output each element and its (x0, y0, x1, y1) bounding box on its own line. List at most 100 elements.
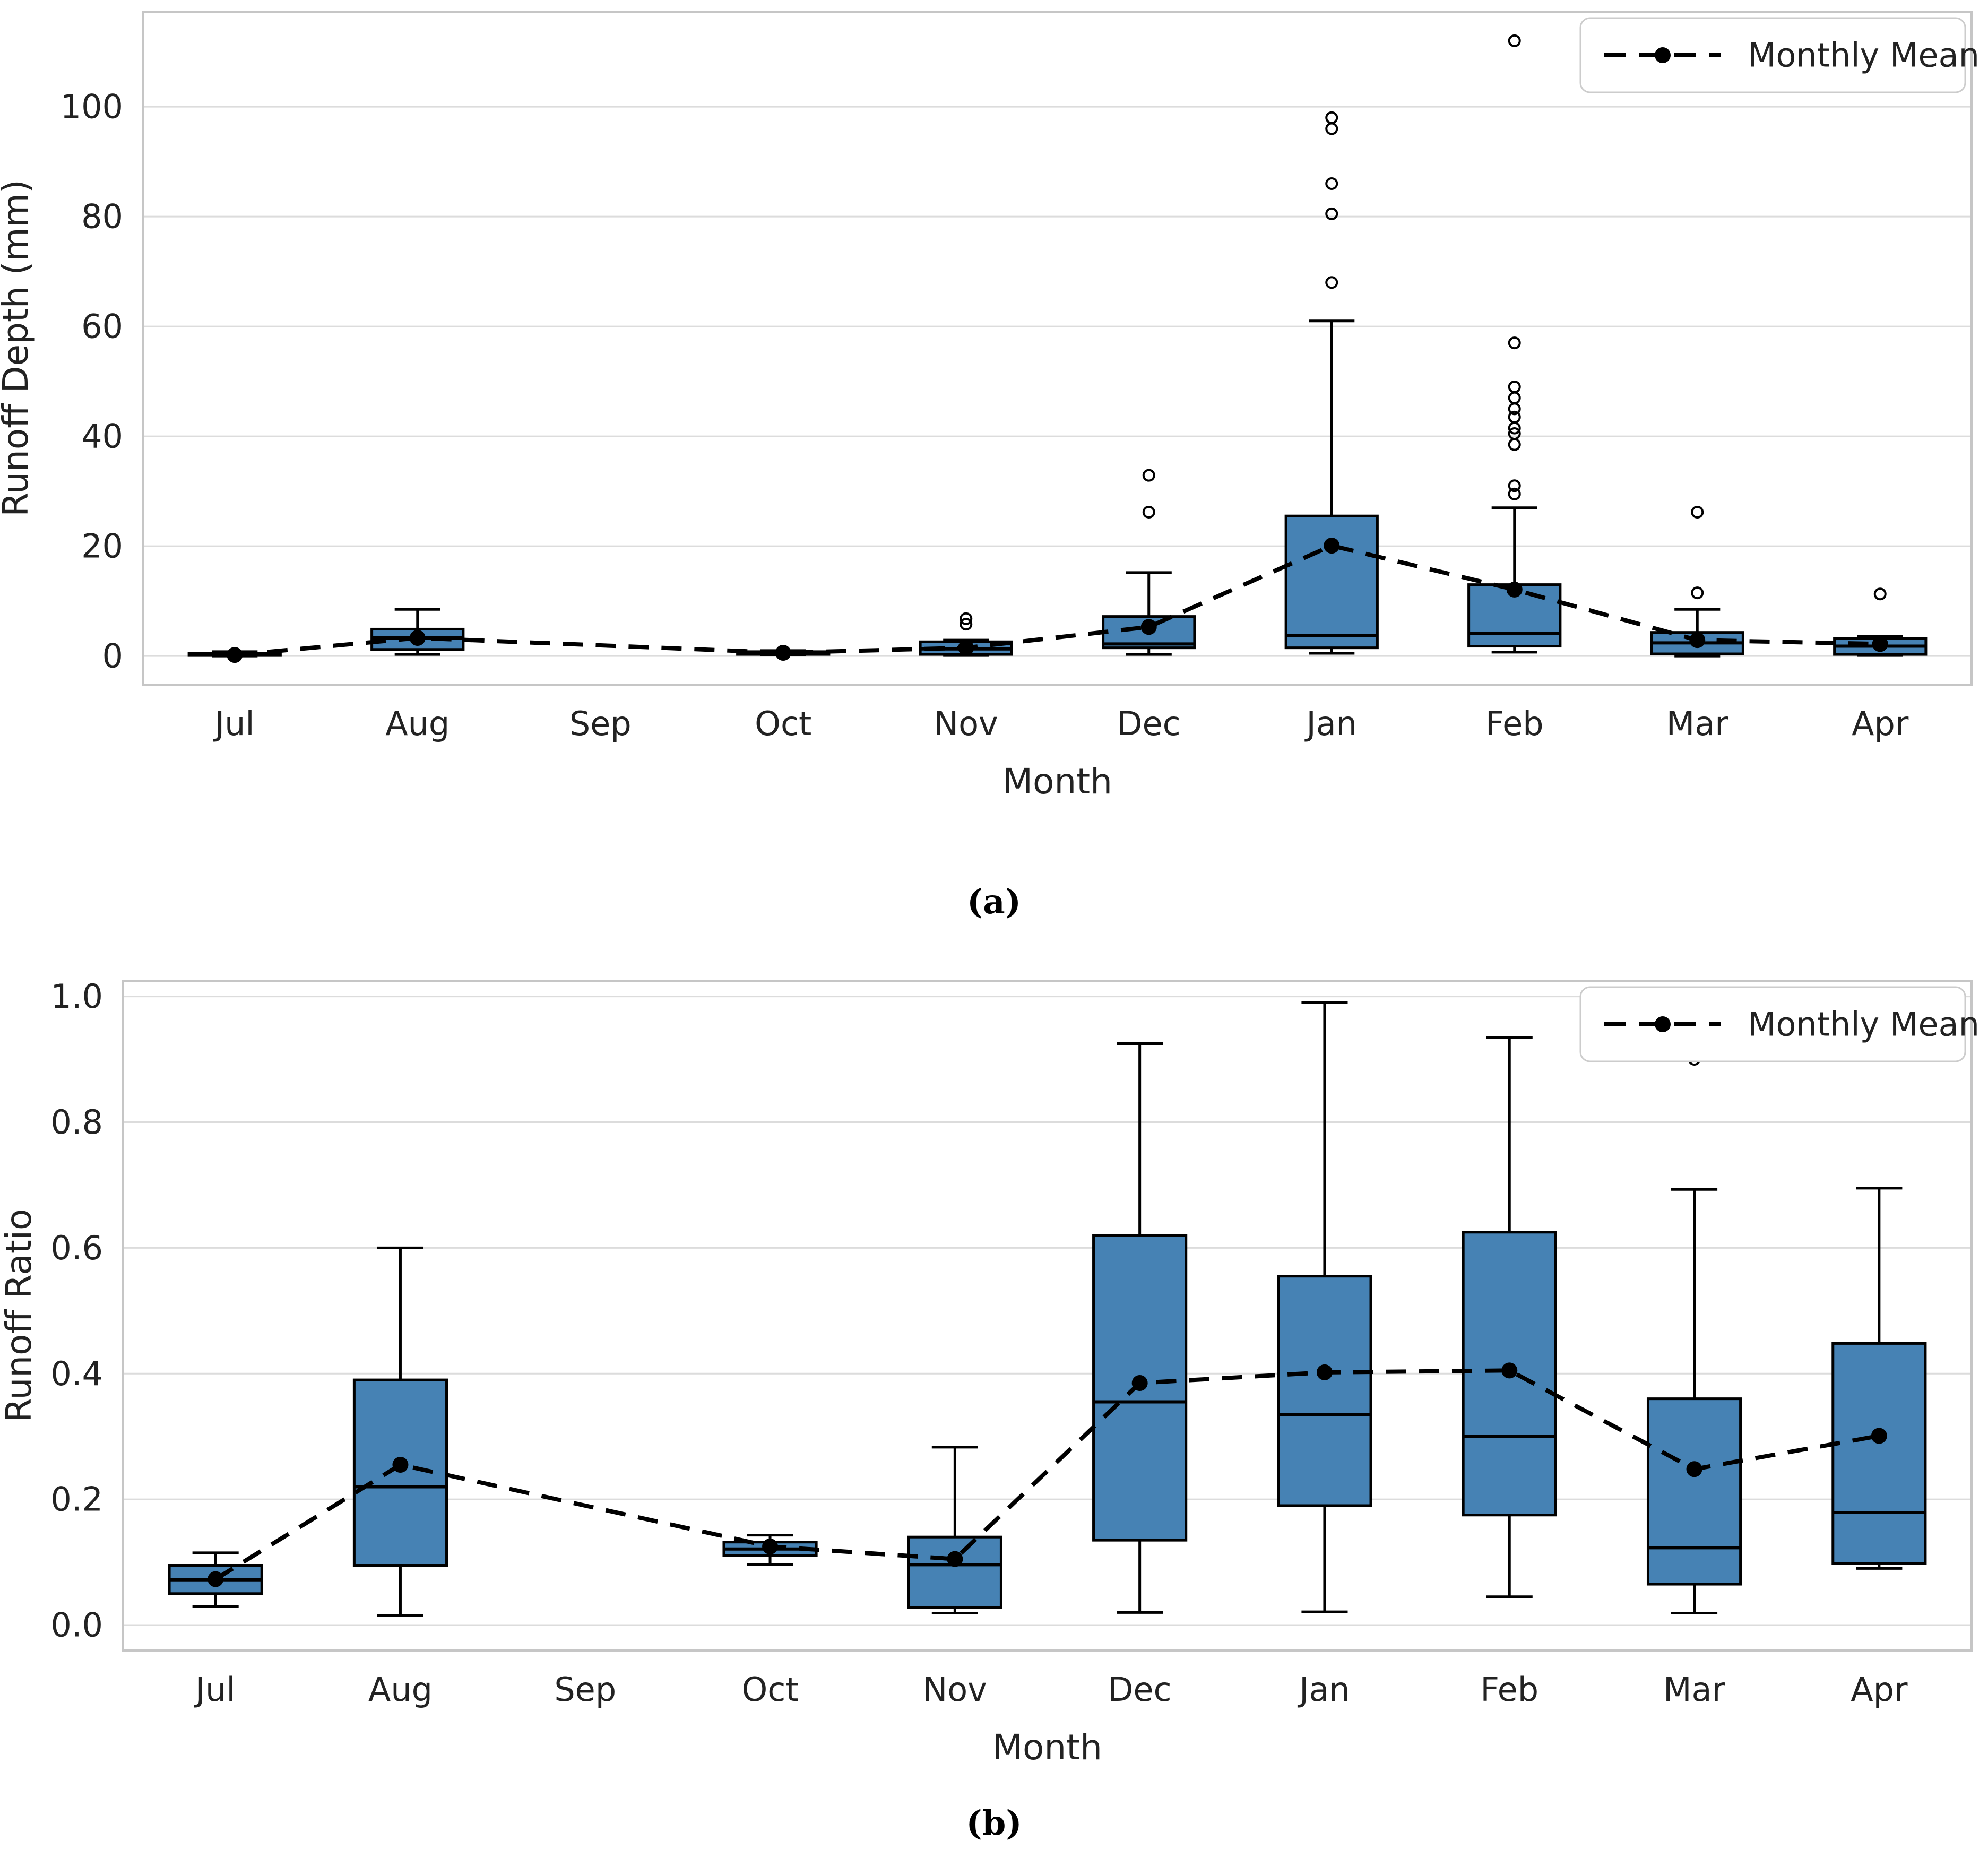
x-tick-label-apr: Apr (1851, 1670, 1908, 1709)
y-tick-label-60: 60 (81, 307, 123, 346)
x-tick-label-sep: Sep (569, 704, 632, 743)
outlier-point (1142, 505, 1155, 519)
box-iqr (907, 1535, 1002, 1609)
boxplot-aug (352, 1246, 448, 1617)
legend-sample-marker (1655, 1016, 1671, 1032)
monthly-mean-marker (392, 1457, 409, 1473)
x-tick-label-jul: Jul (213, 704, 255, 743)
legend-box (1579, 986, 1966, 1062)
outlier-point (1873, 587, 1887, 601)
x-tick-label-jul: Jul (194, 1670, 236, 1709)
y-tick-label-0.4: 0.4 (50, 1354, 103, 1393)
x-tick-label-apr: Apr (1852, 704, 1909, 743)
boxplot-dec (1092, 1042, 1188, 1614)
x-tick-label-jan: Jan (1304, 704, 1357, 743)
x-tick-label-feb: Feb (1480, 1670, 1538, 1709)
outlier-point (1325, 177, 1338, 190)
outlier-point (1691, 505, 1704, 519)
y-tick-label-1.0: 1.0 (50, 977, 103, 1016)
boxplot-feb (1462, 1036, 1557, 1598)
outlier-point (960, 612, 973, 625)
y-axis-label: Runoff Depth (mm) (0, 179, 36, 516)
outlier-point (1508, 34, 1521, 47)
legend: Monthly Mean (1579, 17, 1980, 93)
boxplot-jan (1277, 1001, 1372, 1613)
y-tick-label-80: 80 (81, 197, 123, 236)
box-iqr (1277, 1275, 1372, 1507)
box-iqr (1831, 1342, 1927, 1565)
monthly-mean-marker (1324, 538, 1340, 554)
monthly-mean-marker (409, 630, 426, 646)
y-tick-label-0.0: 0.0 (50, 1606, 103, 1645)
legend-box (1579, 17, 1966, 93)
x-tick-label-nov: Nov (934, 704, 998, 743)
monthly-mean-marker (1686, 1461, 1702, 1477)
x-tick-label-nov: Nov (923, 1670, 987, 1709)
monthly-mean-marker (227, 647, 243, 663)
plot-border (142, 11, 1973, 686)
monthly-mean-line (234, 543, 1880, 658)
boxplot-jan (1284, 111, 1379, 655)
x-tick-label-sep: Sep (554, 1670, 616, 1709)
x-tick-label-mar: Mar (1663, 1670, 1725, 1709)
monthly-mean-marker (208, 1571, 224, 1587)
y-tick-label-0: 0 (102, 637, 123, 676)
monthly-mean-marker (775, 644, 791, 661)
outlier-point (1325, 276, 1338, 289)
outlier-point (1325, 111, 1338, 124)
chart-a-runoff-depth: 0 20 40 60 80 100 Jul Aug Sep Oct Nov Dec Jan Feb Mar A… (0, 11, 1980, 802)
x-tick-label-aug: Aug (368, 1670, 433, 1709)
outlier-point (1508, 380, 1521, 393)
outlier-point (1325, 207, 1338, 220)
x-tick-label-oct: Oct (741, 1670, 798, 1709)
y-tick-label-0.8: 0.8 (50, 1103, 103, 1142)
monthly-mean-marker (1316, 1364, 1333, 1380)
monthly-mean-marker (947, 1551, 963, 1567)
boxplot-apr (1831, 1187, 1927, 1570)
x-tick-label-jan: Jan (1297, 1670, 1350, 1709)
x-tick-label-dec: Dec (1108, 1670, 1172, 1709)
y-tick-label-40: 40 (81, 417, 123, 456)
caption-b: (b) (966, 1803, 1022, 1843)
box-iqr (1646, 1397, 1742, 1586)
outlier-point (1325, 122, 1338, 135)
boxplot-nov (907, 1446, 1002, 1615)
legend-label: Monthly Mean (1748, 1005, 1980, 1044)
outlier-point (960, 618, 973, 631)
outlier-point (1508, 410, 1521, 424)
x-tick-label-feb: Feb (1485, 704, 1544, 743)
y-tick-label-0.6: 0.6 (50, 1229, 103, 1267)
monthly-mean-marker (958, 640, 974, 656)
plot-border (122, 980, 1973, 1652)
monthly-mean-marker (1501, 1362, 1518, 1379)
outlier-point (1508, 438, 1521, 451)
outlier-point (1691, 586, 1704, 600)
outlier-point (1508, 336, 1521, 350)
boxplot-feb (1467, 34, 1562, 654)
monthly-mean-marker (1140, 619, 1157, 635)
x-tick-label-mar: Mar (1666, 704, 1728, 743)
legend-label: Monthly Mean (1748, 36, 1980, 75)
legend: Monthly Mean (1579, 986, 1980, 1062)
outlier-point (1508, 391, 1521, 404)
monthly-mean-marker (762, 1538, 779, 1554)
monthly-mean-marker (1872, 636, 1888, 652)
monthly-mean-marker (1871, 1428, 1887, 1444)
outlier-point (1508, 427, 1521, 440)
caption-a: (a) (966, 882, 1022, 922)
y-tick-label-100: 100 (60, 88, 123, 126)
monthly-mean-line (214, 1368, 1880, 1581)
outlier-point (1508, 479, 1521, 492)
boxplot-mar (1646, 1053, 1742, 1615)
x-tick-label-dec: Dec (1117, 704, 1181, 743)
x-axis-label: Month (1002, 761, 1112, 802)
x-tick-label-oct: Oct (755, 704, 811, 743)
y-tick-label-20: 20 (81, 527, 123, 566)
chart-b-runoff-ratio: 0.0 0.2 0.4 0.6 0.8 1.0 Jul Aug Sep Oct Nov Dec Jan F… (0, 977, 1980, 1768)
outlier-point (1142, 469, 1155, 482)
legend-sample-marker (1655, 47, 1671, 63)
monthly-mean-marker (1131, 1375, 1148, 1392)
y-tick-label-0.2: 0.2 (50, 1480, 103, 1519)
x-axis-label: Month (992, 1727, 1102, 1768)
